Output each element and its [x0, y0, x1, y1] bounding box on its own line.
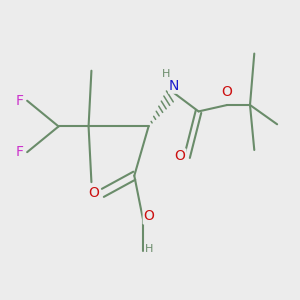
Text: O: O — [88, 186, 99, 200]
Text: H: H — [145, 244, 153, 254]
Text: F: F — [15, 94, 23, 108]
Text: O: O — [144, 209, 154, 224]
Text: N: N — [169, 79, 179, 93]
Text: F: F — [15, 145, 23, 159]
Text: O: O — [175, 149, 185, 164]
Text: H: H — [161, 69, 170, 79]
Text: O: O — [222, 85, 232, 99]
